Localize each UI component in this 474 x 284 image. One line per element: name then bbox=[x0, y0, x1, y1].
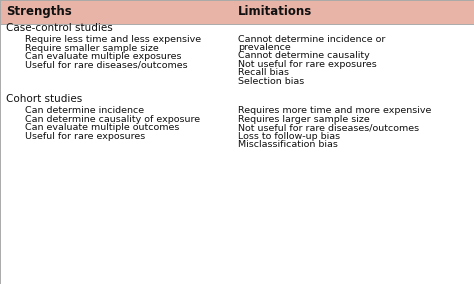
Text: Cannot determine causality: Cannot determine causality bbox=[238, 51, 370, 60]
Text: Require less time and less expensive: Require less time and less expensive bbox=[25, 35, 201, 44]
Text: Strengths: Strengths bbox=[6, 5, 72, 18]
Text: Limitations: Limitations bbox=[238, 5, 312, 18]
Text: Can evaluate multiple exposures: Can evaluate multiple exposures bbox=[25, 52, 181, 61]
Text: Not useful for rare exposures: Not useful for rare exposures bbox=[238, 60, 377, 69]
Text: Useful for rare exposures: Useful for rare exposures bbox=[25, 132, 145, 141]
Text: prevalence: prevalence bbox=[238, 43, 291, 52]
Text: Can determine incidence: Can determine incidence bbox=[25, 106, 144, 115]
Text: Case-control studies: Case-control studies bbox=[6, 23, 112, 34]
Text: Not useful for rare diseases/outcomes: Not useful for rare diseases/outcomes bbox=[238, 123, 419, 132]
Text: Recall bias: Recall bias bbox=[238, 68, 289, 78]
Text: Can evaluate multiple outcomes: Can evaluate multiple outcomes bbox=[25, 123, 179, 132]
Text: Misclassification bias: Misclassification bias bbox=[238, 140, 338, 149]
Text: Loss to follow-up bias: Loss to follow-up bias bbox=[238, 132, 340, 141]
Text: Requires larger sample size: Requires larger sample size bbox=[238, 115, 370, 124]
Text: Requires more time and more expensive: Requires more time and more expensive bbox=[238, 106, 431, 115]
Bar bbox=[0, 0, 474, 24]
Text: Cohort studies: Cohort studies bbox=[6, 94, 82, 105]
Text: Selection bias: Selection bias bbox=[238, 77, 304, 86]
Text: Require smaller sample size: Require smaller sample size bbox=[25, 44, 158, 53]
Text: Useful for rare diseases/outcomes: Useful for rare diseases/outcomes bbox=[25, 61, 187, 70]
Text: Can determine causality of exposure: Can determine causality of exposure bbox=[25, 115, 200, 124]
Text: Cannot determine incidence or: Cannot determine incidence or bbox=[238, 35, 385, 44]
